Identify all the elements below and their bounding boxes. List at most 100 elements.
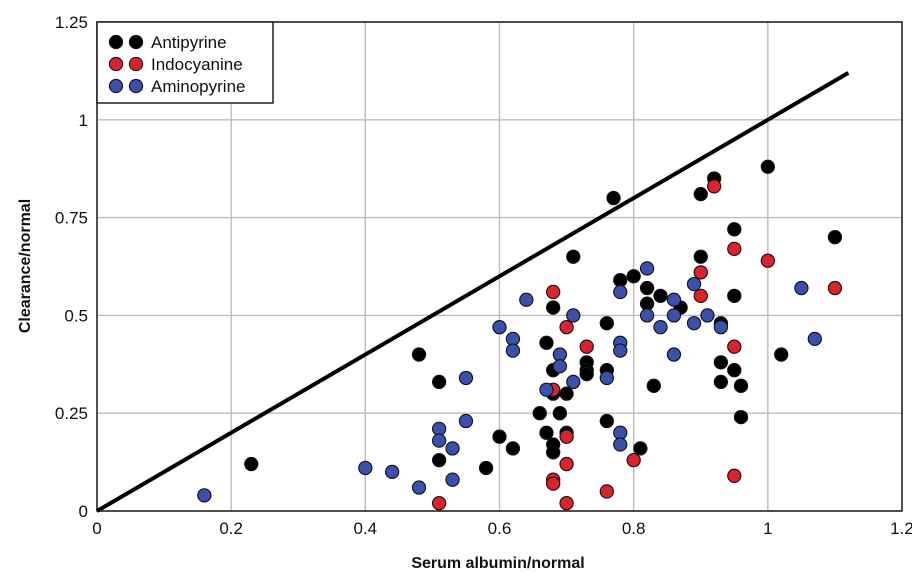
data-point xyxy=(505,343,521,358)
data-point xyxy=(713,355,729,370)
data-point xyxy=(478,460,494,476)
data-point xyxy=(626,269,641,284)
data-point xyxy=(445,472,460,487)
data-point xyxy=(827,230,843,245)
plot-area xyxy=(96,21,903,512)
reference-line xyxy=(95,71,850,513)
y-tick-label: 1 xyxy=(79,111,88,130)
data-point xyxy=(492,429,507,444)
data-point xyxy=(579,339,594,354)
data-point xyxy=(707,179,722,194)
data-point xyxy=(666,347,682,362)
data-point xyxy=(599,413,614,429)
legend-item-antipyrine: Antipyrine xyxy=(108,33,227,52)
data-point xyxy=(760,253,775,268)
data-point xyxy=(646,378,661,393)
data-point xyxy=(599,316,614,331)
y-tick-label: 1.25 xyxy=(55,13,88,32)
data-point xyxy=(653,319,668,335)
x-axis-label: Serum albumin/normal xyxy=(411,555,584,572)
data-point xyxy=(693,186,708,202)
data-point xyxy=(713,374,729,390)
data-point xyxy=(532,406,547,421)
data-point xyxy=(727,288,742,303)
data-point xyxy=(727,241,742,257)
legend-marker xyxy=(128,56,144,72)
data-point xyxy=(579,366,594,382)
data-point xyxy=(700,308,715,323)
y-tick-label: 0 xyxy=(79,502,88,521)
data-point xyxy=(411,347,427,362)
x-axis-ticks: 0 0.2 0.4 0.6 0.8 1 1.2 xyxy=(92,519,912,538)
legend-box xyxy=(96,21,274,104)
data-point xyxy=(760,159,775,174)
data-point xyxy=(546,284,561,300)
data-point xyxy=(505,441,521,456)
data-point xyxy=(458,413,474,429)
data-point xyxy=(599,484,614,499)
data-point xyxy=(693,288,708,303)
data-point xyxy=(727,339,742,354)
x-tick-label: 1.2 xyxy=(890,519,912,538)
legend-marker xyxy=(108,78,124,94)
x-tick-label: 0.2 xyxy=(219,519,243,538)
legend-label: Aminopyrine xyxy=(151,77,246,96)
legend-label: Antipyrine xyxy=(151,33,227,52)
data-point xyxy=(666,292,682,307)
y-axis-label: Clearance/normal xyxy=(17,199,34,333)
x-tick-label: 0.8 xyxy=(622,519,646,538)
data-point xyxy=(693,249,708,264)
data-point xyxy=(566,308,581,323)
data-point xyxy=(546,300,561,315)
y-tick-label: 0.25 xyxy=(55,404,88,423)
data-point xyxy=(431,452,447,468)
data-point xyxy=(633,441,648,456)
data-point xyxy=(653,288,668,303)
data-point xyxy=(727,222,742,237)
data-point xyxy=(566,374,581,390)
series-indocyanine xyxy=(431,179,843,511)
x-tick-label: 0 xyxy=(92,519,101,538)
data-point xyxy=(713,319,729,335)
data-point xyxy=(599,370,614,386)
data-point xyxy=(666,308,682,323)
data-point xyxy=(445,441,460,456)
data-point xyxy=(539,335,554,350)
legend-label: Indocyanine xyxy=(151,55,243,74)
x-tick-label: 0.4 xyxy=(354,519,378,538)
data-point xyxy=(431,496,447,511)
data-point xyxy=(613,343,628,358)
data-point xyxy=(606,190,621,206)
data-point xyxy=(613,437,628,452)
data-point xyxy=(727,363,742,378)
data-point xyxy=(458,370,474,386)
series-antipyrine xyxy=(244,159,843,476)
data-point xyxy=(774,347,789,362)
data-point xyxy=(559,496,574,511)
data-point xyxy=(559,429,574,444)
legend-item-indocyanine: Indocyanine xyxy=(108,55,243,74)
data-point xyxy=(539,382,554,397)
data-point xyxy=(546,445,561,460)
data-point xyxy=(693,265,708,280)
data-point xyxy=(492,319,507,335)
data-point xyxy=(559,456,574,472)
data-point xyxy=(559,319,574,335)
data-point xyxy=(613,284,628,300)
data-point xyxy=(733,409,749,425)
data-point xyxy=(244,456,259,472)
data-point xyxy=(358,460,373,476)
legend-marker xyxy=(108,34,124,50)
y-tick-label: 0.75 xyxy=(55,209,88,228)
data-point xyxy=(686,316,702,331)
data-point xyxy=(827,280,843,296)
x-tick-label: 1 xyxy=(763,519,772,538)
y-tick-label: 0.5 xyxy=(64,306,88,325)
data-point xyxy=(385,464,400,480)
y-axis-ticks: 0 0.25 0.5 0.75 1 1.25 xyxy=(55,13,88,521)
data-point xyxy=(794,280,809,296)
legend: Antipyrine Indocyanine Aminopyrine xyxy=(96,21,274,104)
data-point xyxy=(411,480,427,495)
data-points xyxy=(197,159,843,511)
